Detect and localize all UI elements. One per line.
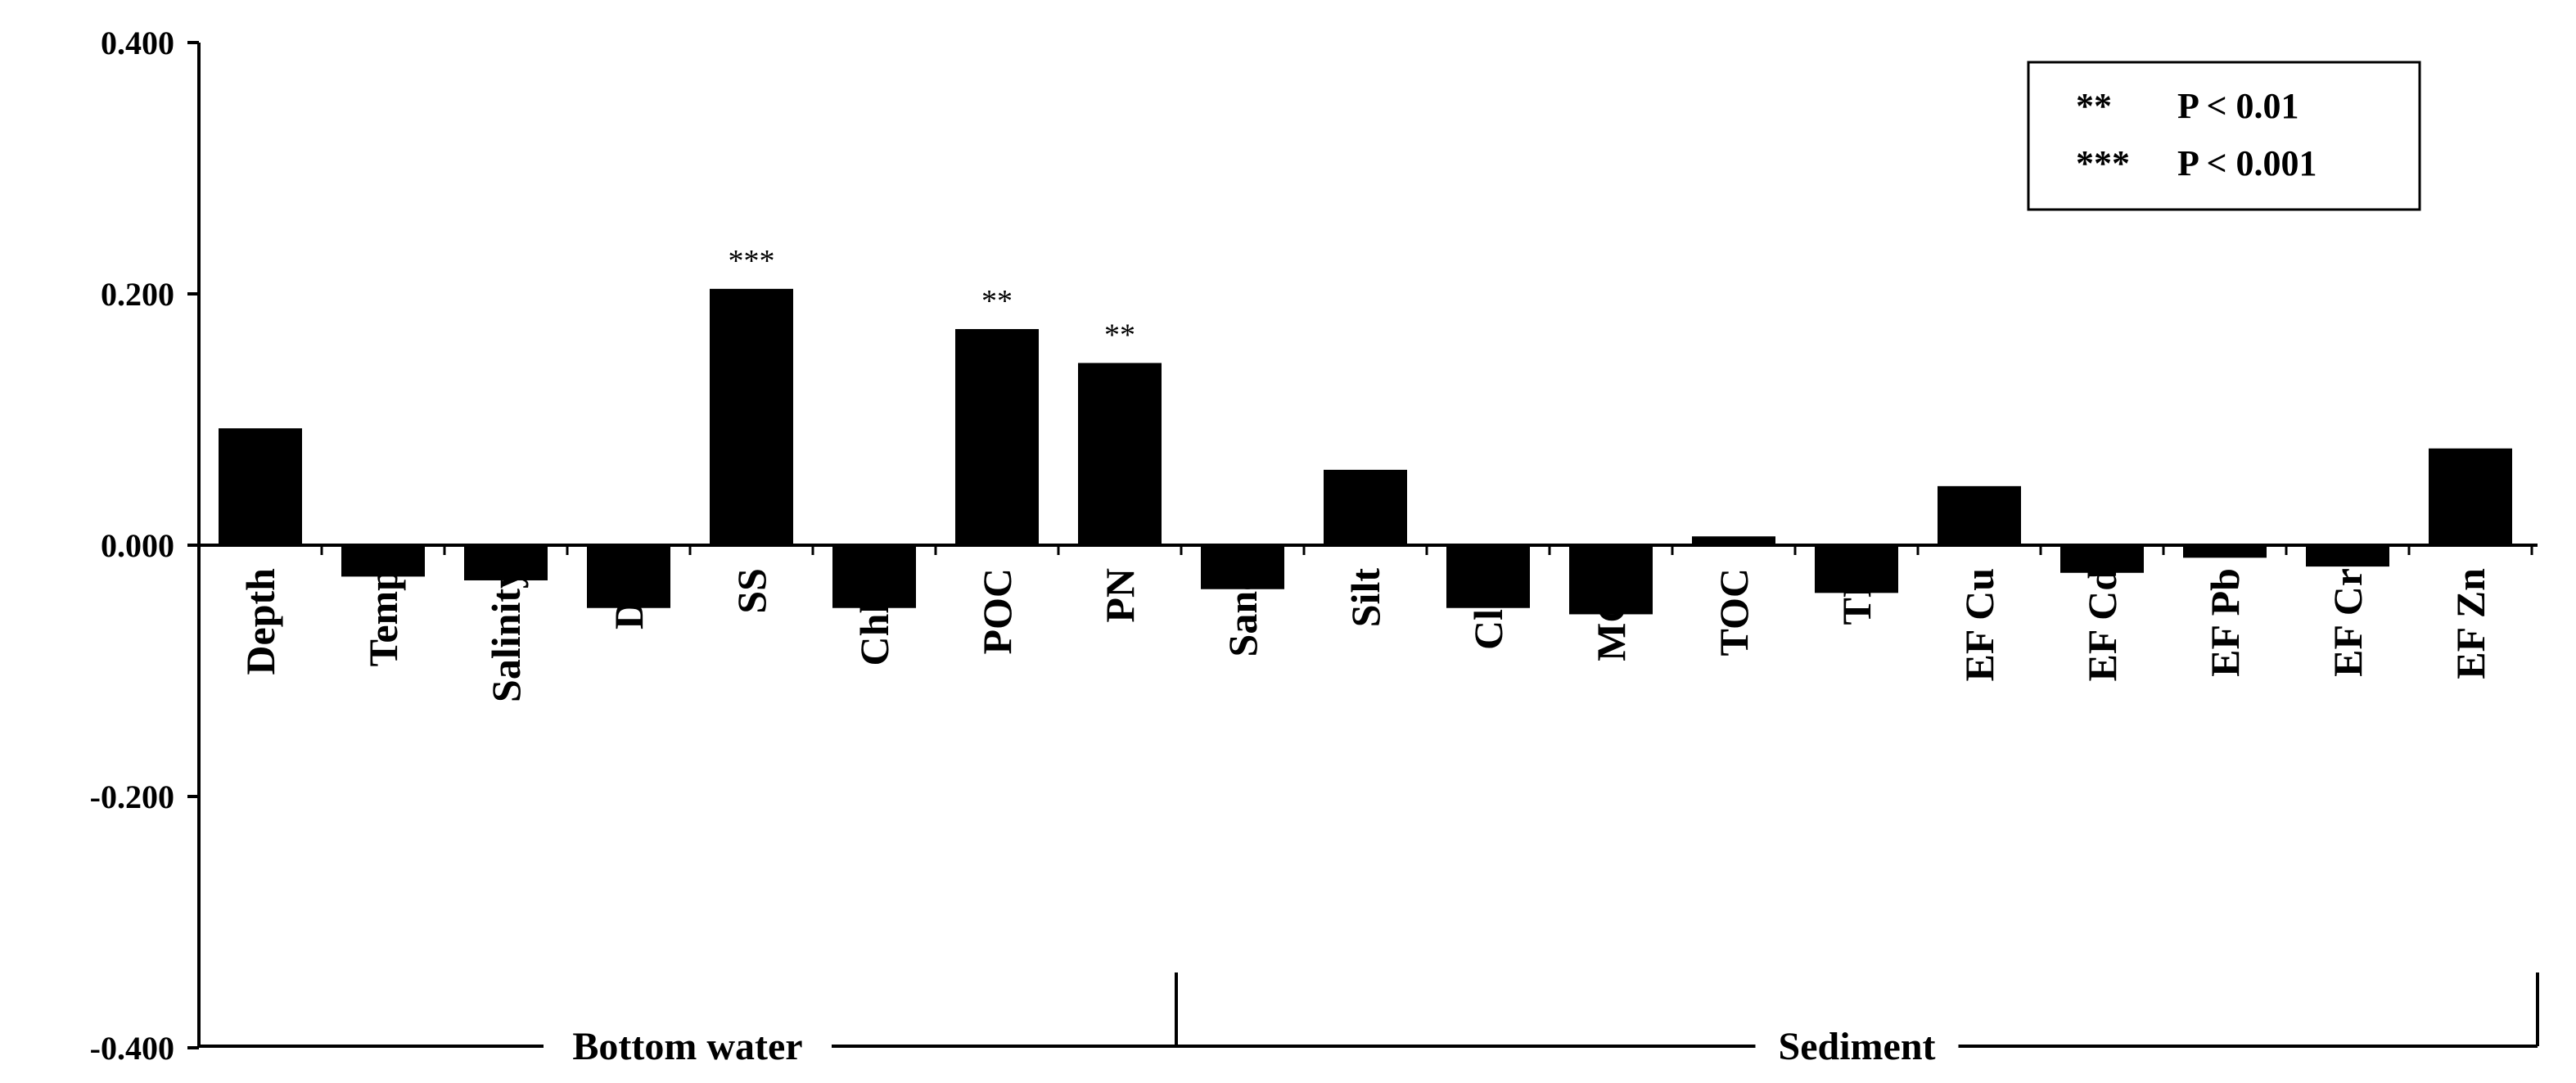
- bar: [1324, 469, 1407, 545]
- category-label: Depth: [237, 568, 283, 675]
- group-label: Sediment: [1779, 1025, 1936, 1068]
- bar: [1201, 545, 1284, 589]
- y-tick-label: -0.400: [90, 1030, 174, 1067]
- bar: [2306, 545, 2389, 567]
- bar: [832, 545, 916, 608]
- y-tick-label: 0.400: [101, 25, 174, 61]
- bar: [1692, 536, 1775, 545]
- bar: [710, 288, 793, 545]
- significance-marker: **: [1104, 318, 1135, 352]
- significance-marker: **: [981, 284, 1013, 318]
- legend-box: [2027, 61, 2421, 211]
- bar: [219, 428, 302, 545]
- legend-text: P < 0.01: [2177, 86, 2299, 126]
- bar: [1569, 545, 1653, 615]
- y-tick-label: 0.000: [101, 527, 174, 564]
- category-label: EF Cd: [2079, 568, 2125, 682]
- category-label: POC: [974, 568, 1020, 655]
- category-label: Chl-a: [851, 568, 897, 666]
- bar: [464, 545, 548, 580]
- category-label: TN: [1834, 568, 1879, 625]
- category-label: Clay: [1465, 568, 1511, 650]
- bar: [1938, 485, 2021, 545]
- category-label: EF Cr: [2325, 568, 2371, 677]
- group-label: Bottom water: [572, 1025, 802, 1068]
- bar: [1078, 363, 1162, 545]
- category-label: Silt: [1342, 568, 1388, 628]
- y-tick-label: 0.200: [101, 276, 174, 313]
- legend-symbol: ***: [2076, 143, 2130, 183]
- bar: [341, 545, 425, 577]
- bar: [1446, 545, 1530, 608]
- category-label: EF Zn: [2447, 568, 2493, 679]
- significance-marker: ***: [729, 244, 775, 278]
- bar: [2429, 448, 2512, 545]
- bar: [955, 328, 1039, 545]
- category-label: EF Cu: [1956, 568, 2002, 681]
- bar: [2183, 545, 2267, 558]
- category-label: MGS: [1588, 568, 1634, 661]
- category-label: PN: [1097, 568, 1143, 623]
- legend-text: P < 0.001: [2177, 143, 2317, 183]
- category-label: TOC: [1711, 568, 1757, 656]
- category-label: SS: [729, 568, 774, 614]
- bar: [2060, 545, 2144, 573]
- category-label: Sand: [1220, 568, 1265, 657]
- category-label: EF Pb: [2202, 568, 2248, 677]
- bar: [1815, 545, 1898, 593]
- category-label: Salinity: [483, 568, 529, 702]
- category-label: Temp: [360, 568, 406, 666]
- category-label: DO: [606, 568, 652, 629]
- y-tick-label: -0.200: [90, 778, 174, 815]
- bar: [587, 545, 670, 608]
- legend-symbol: **: [2076, 86, 2112, 126]
